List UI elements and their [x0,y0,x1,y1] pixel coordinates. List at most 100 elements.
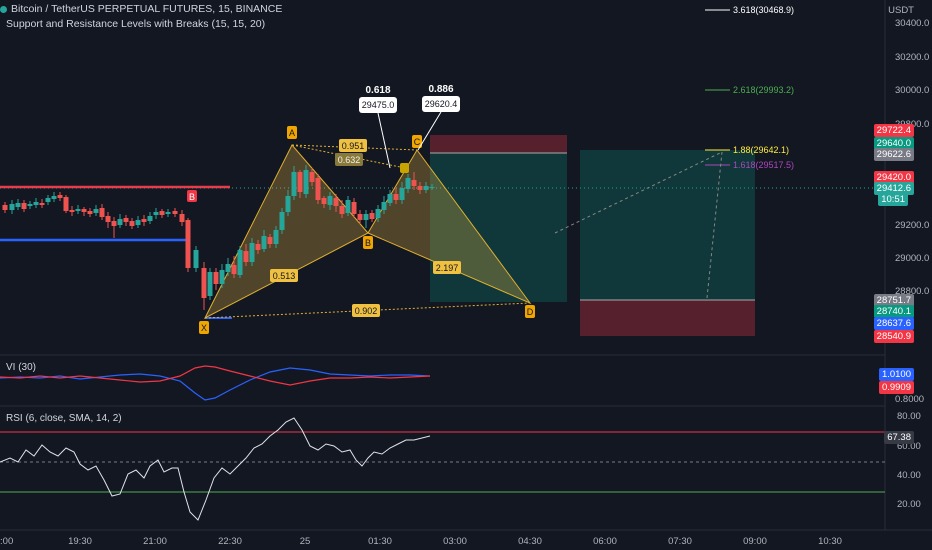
rsi-value-tag[interactable]: 67.38 [884,431,914,444]
vi-tag-plus[interactable]: 1.0100 [878,368,914,381]
candle-body [351,202,357,214]
callout-box [422,96,460,112]
candle-body [105,216,111,222]
candle-body [309,172,315,182]
price-tag[interactable]: 28540.9 [873,330,914,343]
candle-body [363,214,369,220]
time-axis-tick: 03:00 [443,536,467,547]
candle-body [231,265,237,274]
vi-tag-minus[interactable]: 0.9909 [878,381,914,394]
price-axis-tick: 29000.0 [895,253,929,264]
candle-body [63,197,69,211]
candle-body [219,270,225,284]
candle-body [249,243,255,262]
candle-body [172,211,178,214]
candle-body [225,264,231,272]
candle-body [303,170,309,194]
price-tag[interactable]: 29412.6 [873,182,914,195]
candle-body [81,209,87,212]
candle-body [141,219,147,222]
candle-body [99,208,105,217]
pattern-point-label: D [527,307,534,317]
target-zone-1 [430,153,567,302]
time-axis-tick: 04:30 [518,536,542,547]
pattern-ratio-label: 0.902 [355,306,378,316]
price-tag[interactable]: 29622.6 [873,148,914,161]
candle-body [423,186,429,190]
candle-body [21,203,27,209]
price-axis-tick: 28800.0 [895,286,929,297]
pattern-point-label: B [365,238,371,248]
candle-body [51,196,57,199]
currency-label[interactable]: USDT [888,5,914,16]
candle-body [237,250,243,275]
callout-pointer [377,112,391,169]
candle-body [345,200,351,213]
time-axis-tick: 06:00 [593,536,617,547]
candle-body [123,218,129,222]
stop-loss-zone-1 [430,135,567,153]
rsi-pane-label[interactable]: RSI (6, close, SMA, 14, 2) [6,413,122,424]
vi-axis-tick: 0.8000 [895,394,924,405]
time-axis-tick: 09:00 [743,536,767,547]
price-tag[interactable]: 29420.0 [873,171,914,184]
price-tag[interactable]: 28740.1 [873,305,914,318]
candle-body [93,209,99,213]
candle-body [405,178,411,189]
price-tag[interactable]: 29640.0 [873,137,914,150]
price-tag[interactable]: 29722.4 [873,124,914,137]
symbol-title[interactable]: Bitcoin / TetherUS PERPETUAL FUTURES, 15… [0,3,282,15]
c-ratio-marker [400,163,409,173]
market-status-dot [0,5,7,13]
indicator-legend[interactable]: Support and Resistance Levels with Break… [6,18,265,30]
pattern-xab-triangle [203,144,369,320]
price-tag[interactable]: 10:51 [878,193,908,206]
rsi-axis-tick: 60.00 [897,441,921,452]
candle-body [9,204,15,210]
candle-body [285,196,291,212]
candle-body [147,216,153,221]
pattern-point-marker [363,236,373,249]
pattern-point-label: C [414,137,421,147]
candle-body [201,268,207,298]
candle-body [261,236,267,249]
indicator-legend-text: Support and Resistance Levels with Break… [6,18,266,30]
pattern-ratio-label: 0.632 [338,155,361,165]
vi-pane-label[interactable]: VI (30) [6,362,37,373]
candle-body [333,198,339,206]
ac-dotted-line [291,144,418,151]
vi-minus-line [0,365,431,386]
candle-body [153,212,159,215]
candle-body [2,205,8,210]
candle-body [381,202,387,210]
rsi-axis-tick: 80.00 [897,411,921,422]
candle-body [57,195,63,198]
candle-body [39,203,45,205]
fib-level-label: 2.618(29993.2) [733,85,794,95]
candle-body [165,212,171,214]
candle-body [45,198,51,202]
candle-body [327,196,333,205]
price-tag[interactable]: 28637.6 [873,317,914,330]
callout-ratio: 0.618 [365,85,390,96]
time-axis-tick: 8:00 [0,536,13,547]
projection-line-down [706,151,723,299]
price-axis-tick: 30200.0 [895,52,929,63]
candle-body [417,186,423,190]
candle-body [87,211,93,214]
time-axis-tick: 07:30 [668,536,692,547]
candle-body [375,209,381,218]
pattern-ratio-box [352,304,380,317]
fib-level-label: 1.618(29517.5) [733,160,794,170]
pattern-ratio-label: 0.513 [273,271,296,281]
candle-body [267,237,273,244]
candle-body [33,202,39,205]
candle-body [27,204,33,206]
pattern-ratio-box [335,153,363,166]
price-axis-tick: 29200.0 [895,220,929,231]
price-tag[interactable]: 28751.7 [873,294,914,307]
stop-loss-zone-2 [580,300,755,336]
rsi-axis-tick: 40.00 [897,470,921,481]
candle-body [279,212,285,230]
